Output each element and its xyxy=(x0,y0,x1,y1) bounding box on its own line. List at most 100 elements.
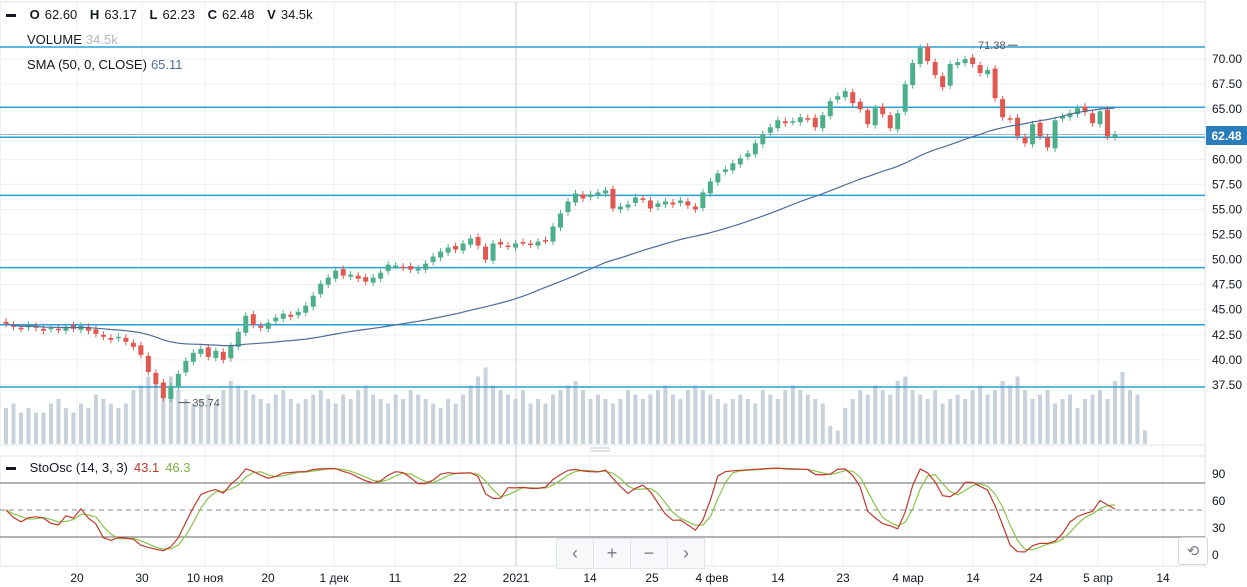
price-tick-label: 37.50 xyxy=(1212,378,1242,392)
chart-nav-bar: ‹ + − › xyxy=(556,538,705,569)
candle-body xyxy=(408,266,414,270)
volume-bar xyxy=(798,390,803,444)
candle-body xyxy=(513,243,519,248)
candle-body xyxy=(820,115,826,129)
candle-body xyxy=(700,192,706,208)
sma-legend[interactable]: SMA (50, 0, CLOSE) 65.11 xyxy=(27,57,183,72)
ohlc-legend: O 62.60 H 63.17 L 62.23 C 62.48 V 34.5k xyxy=(6,7,322,22)
price-tick-label: 45.00 xyxy=(1212,303,1242,317)
volume-bar xyxy=(123,403,128,444)
volume-bar xyxy=(378,399,383,444)
candle-body xyxy=(18,327,24,330)
volume-bar xyxy=(708,394,713,444)
volume-bar xyxy=(723,403,728,444)
candle-body xyxy=(655,203,661,207)
volume-bar xyxy=(835,430,840,444)
time-tick-label: 20 xyxy=(70,571,84,585)
volume-bar xyxy=(730,399,735,444)
volume-bar xyxy=(685,390,690,444)
volume-bar xyxy=(416,394,421,444)
candle-body xyxy=(355,275,361,279)
candle-body xyxy=(445,247,451,253)
stoch-menu-icon[interactable] xyxy=(6,467,16,471)
candle-body xyxy=(835,96,841,100)
candle-body xyxy=(438,251,444,258)
time-tick-label: 14 xyxy=(966,571,980,585)
volume-bar xyxy=(393,394,398,444)
candle-body xyxy=(385,264,391,272)
volume-bar xyxy=(1053,403,1058,444)
price-tick-label: 70.00 xyxy=(1212,52,1242,66)
sma-legend-value: 65.11 xyxy=(150,57,183,72)
candle-body xyxy=(565,201,571,212)
candle-body xyxy=(1060,116,1066,119)
high-label: H xyxy=(89,7,100,22)
reset-chart-button[interactable]: ⟲ xyxy=(1178,537,1208,565)
candle-body xyxy=(310,295,316,307)
candle-body xyxy=(617,206,623,210)
time-tick-label: 20 xyxy=(261,571,275,585)
menu-dash-icon[interactable] xyxy=(6,14,16,18)
zoom-out-button[interactable]: − xyxy=(631,539,668,568)
candle-body xyxy=(857,101,863,110)
price-tick-label: 52.50 xyxy=(1212,228,1242,242)
candle-body xyxy=(63,326,69,331)
time-tick-label: 4 фев xyxy=(696,571,729,585)
volume-bar xyxy=(1023,390,1028,444)
volume-legend[interactable]: VOLUME 34.5k xyxy=(27,32,118,47)
time-tick-label: 5 апр xyxy=(1083,571,1113,585)
volume-bar xyxy=(783,390,788,444)
candle-body xyxy=(872,108,878,126)
candle-body xyxy=(1105,109,1111,137)
price-tick-label: 67.50 xyxy=(1212,77,1242,91)
volume-bar xyxy=(528,403,533,444)
candle-body xyxy=(325,277,331,285)
time-tick-label: 22 xyxy=(453,571,467,585)
volume-bar xyxy=(1090,394,1095,444)
candle-body xyxy=(1045,137,1051,148)
volume-bar xyxy=(768,394,773,444)
volume-bar xyxy=(101,399,106,444)
volume-bar xyxy=(288,399,293,444)
candle-body xyxy=(490,243,496,261)
volume-bar xyxy=(56,399,61,444)
candle-body xyxy=(100,334,106,337)
candle-body xyxy=(842,91,848,98)
volume-bar xyxy=(565,385,570,444)
volume-bar xyxy=(468,385,473,444)
zoom-in-button[interactable]: + xyxy=(594,539,631,568)
candle-body xyxy=(340,269,346,276)
candle-body xyxy=(550,226,556,242)
volume-bar xyxy=(655,390,660,444)
volume-bar xyxy=(648,394,653,444)
candle-body xyxy=(220,351,226,360)
volume-bar xyxy=(738,394,743,444)
volume-bar xyxy=(71,412,76,444)
volume-bar xyxy=(183,399,188,444)
volume-bar xyxy=(333,403,338,444)
candle-body xyxy=(670,202,676,205)
stoch-legend[interactable]: StoOsc (14, 3, 3) 43.1 46.3 xyxy=(6,460,191,475)
volume-bar xyxy=(888,394,893,444)
volume-bar xyxy=(1142,430,1147,444)
price-tick-label: 65.00 xyxy=(1212,102,1242,116)
volume-bar xyxy=(228,381,233,444)
volume-bar xyxy=(476,376,481,444)
volume-bar xyxy=(63,408,68,444)
candle-body xyxy=(797,117,803,123)
candle-body xyxy=(198,348,204,354)
candle-body xyxy=(48,327,54,330)
volume-bar xyxy=(401,399,406,444)
volume-bar xyxy=(341,394,346,444)
volume-bar xyxy=(543,403,548,444)
open-label: O xyxy=(29,7,40,22)
scroll-right-button[interactable]: › xyxy=(683,543,689,563)
sma-line xyxy=(5,107,1116,347)
scroll-left-button[interactable]: ‹ xyxy=(557,539,594,568)
candle-body xyxy=(812,117,818,128)
volume-bar xyxy=(446,399,451,444)
candle-body xyxy=(123,337,129,342)
volume-bar xyxy=(131,390,136,444)
volume-bar xyxy=(18,412,23,444)
